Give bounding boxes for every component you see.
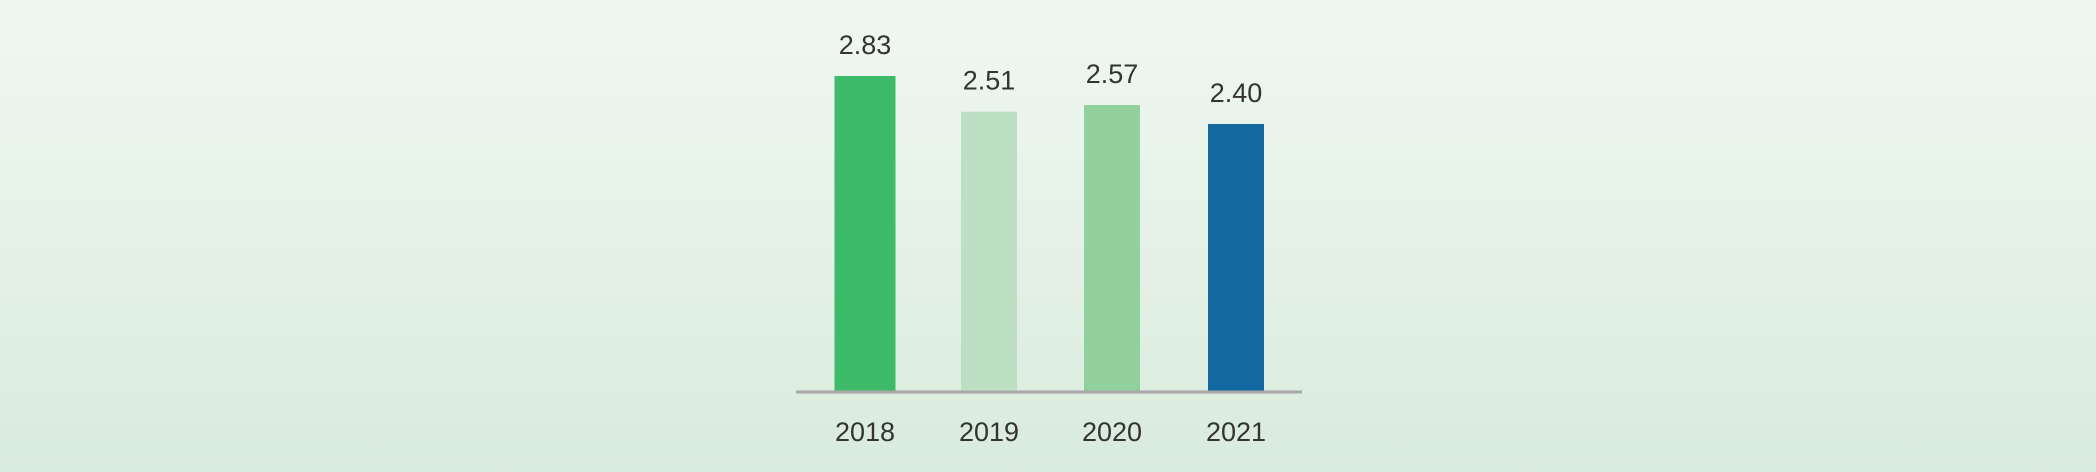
bar-2018	[834, 76, 896, 392]
labels-layer: 2.83 2.51 2.57 2.40	[839, 30, 1263, 108]
x-tick-label-2020: 2020	[1082, 417, 1142, 447]
data-label-2020: 2.57	[1086, 59, 1139, 89]
bar-2020	[1084, 105, 1140, 392]
data-label-2021: 2.40	[1210, 78, 1263, 108]
x-tick-label-2019: 2019	[959, 417, 1019, 447]
bar-2021	[1208, 124, 1264, 393]
x-tick-labels: 2018 2019 2020 2021	[835, 417, 1266, 447]
data-label-2019: 2.51	[963, 66, 1016, 96]
x-tick-label-2021: 2021	[1206, 417, 1266, 447]
bars-layer	[834, 76, 1264, 393]
bar-2019	[961, 111, 1017, 392]
x-tick-label-2018: 2018	[835, 417, 895, 447]
data-label-2018: 2.83	[839, 30, 892, 60]
